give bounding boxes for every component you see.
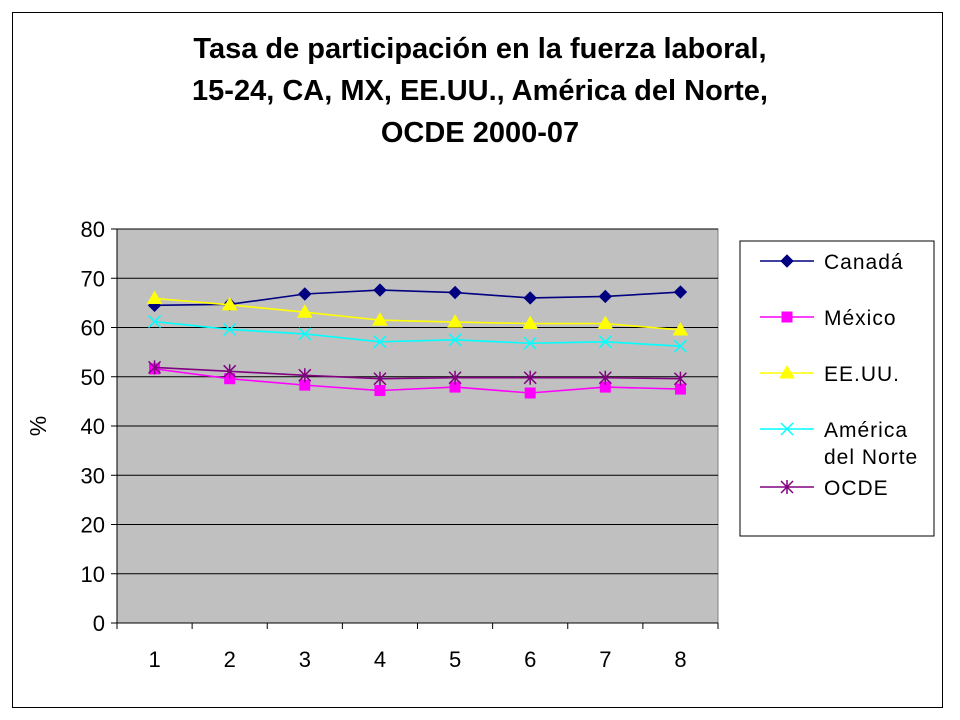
data-point	[298, 368, 312, 383]
data-point	[373, 335, 387, 349]
x-tick-label: 6	[524, 647, 536, 672]
data-point	[148, 360, 162, 375]
y-tick-label: 40	[81, 414, 105, 439]
plot-area	[116, 228, 719, 624]
chart-title-line-3: OCDE 2000-07	[380, 117, 580, 149]
x-tick-label: 2	[224, 647, 236, 672]
legend-item: EE.UU.	[760, 363, 900, 386]
data-point	[296, 304, 313, 318]
data-point	[673, 371, 687, 386]
data-point	[448, 285, 462, 300]
legend-label: EE.UU.	[824, 363, 900, 386]
legend-marker	[780, 480, 794, 494]
x-tick-label: 5	[449, 647, 461, 672]
data-point	[148, 315, 162, 329]
legend-marker	[781, 311, 793, 323]
axes: 0 10 20 30 40 50 60 70 80 1 2 3 4 5 6 7 8	[81, 217, 719, 672]
data-point	[223, 322, 237, 337]
legend-marker	[779, 365, 795, 379]
x-tick-label: 4	[374, 647, 386, 672]
data-point	[673, 339, 687, 353]
data-point	[597, 315, 614, 330]
x-tick-label: 8	[674, 647, 686, 672]
y-tick-label: 0	[93, 611, 105, 636]
legend-item: OCDE	[760, 477, 889, 500]
data-point	[374, 385, 386, 397]
y-tick-label: 60	[81, 316, 105, 341]
legend-marker	[780, 254, 794, 268]
series-line	[154, 289, 681, 307]
legend-label: del Norte	[824, 446, 918, 469]
legend-label: Canadá	[824, 251, 904, 274]
series-line	[154, 368, 681, 394]
data-point	[447, 314, 463, 328]
series-group	[146, 283, 689, 399]
data-point	[524, 387, 536, 399]
data-point	[146, 290, 163, 304]
series-line	[154, 366, 681, 380]
data-point	[598, 289, 613, 304]
chart-title-line-1: Tasa de participación en la fuerza labor…	[193, 33, 767, 65]
data-point	[522, 315, 539, 330]
x-tick-label: 7	[599, 647, 611, 672]
data-point	[223, 364, 237, 379]
y-tick-label: 80	[81, 217, 105, 242]
y-tick-label: 10	[81, 562, 105, 587]
x-tick-label: 1	[148, 647, 160, 672]
legend: Canadá México EE.UU. América del Norte OCDE	[739, 240, 935, 537]
series-ocde	[148, 360, 687, 386]
y-tick-label: 30	[81, 463, 105, 488]
data-point	[298, 327, 312, 341]
series-ee-uu-	[146, 290, 689, 336]
data-point	[598, 370, 612, 385]
data-point	[598, 335, 612, 349]
data-point	[673, 285, 688, 299]
data-point	[523, 370, 537, 385]
legend-label: México	[824, 307, 897, 330]
y-tick-label: 50	[81, 365, 105, 390]
data-point	[221, 296, 238, 311]
data-point	[448, 333, 462, 347]
legend-item: Canadá	[760, 251, 904, 274]
y-axis-label: %	[25, 416, 51, 436]
y-tick-label: 20	[81, 513, 105, 538]
legend-marker	[780, 422, 794, 436]
series-line	[154, 297, 681, 331]
data-point	[448, 370, 462, 385]
data-point	[523, 291, 537, 305]
legend-item: México	[760, 307, 897, 330]
data-point	[672, 321, 689, 336]
data-point	[372, 312, 388, 326]
series-am-rica-del-norte	[148, 315, 687, 353]
series-line	[154, 320, 681, 348]
legend-label: América	[824, 419, 908, 442]
data-point	[298, 287, 312, 301]
chart-title: Tasa de participación en la fuerza labor…	[0, 28, 960, 154]
data-point	[373, 371, 387, 386]
x-tick-label: 3	[299, 647, 311, 672]
legend-item: América del Norte	[760, 419, 918, 469]
data-point	[373, 283, 387, 297]
y-tick-label: 70	[81, 266, 105, 291]
legend-label: OCDE	[824, 477, 889, 500]
chart-title-line-2: 15-24, CA, MX, EE.UU., América del Norte…	[192, 75, 768, 107]
data-point	[523, 336, 537, 350]
